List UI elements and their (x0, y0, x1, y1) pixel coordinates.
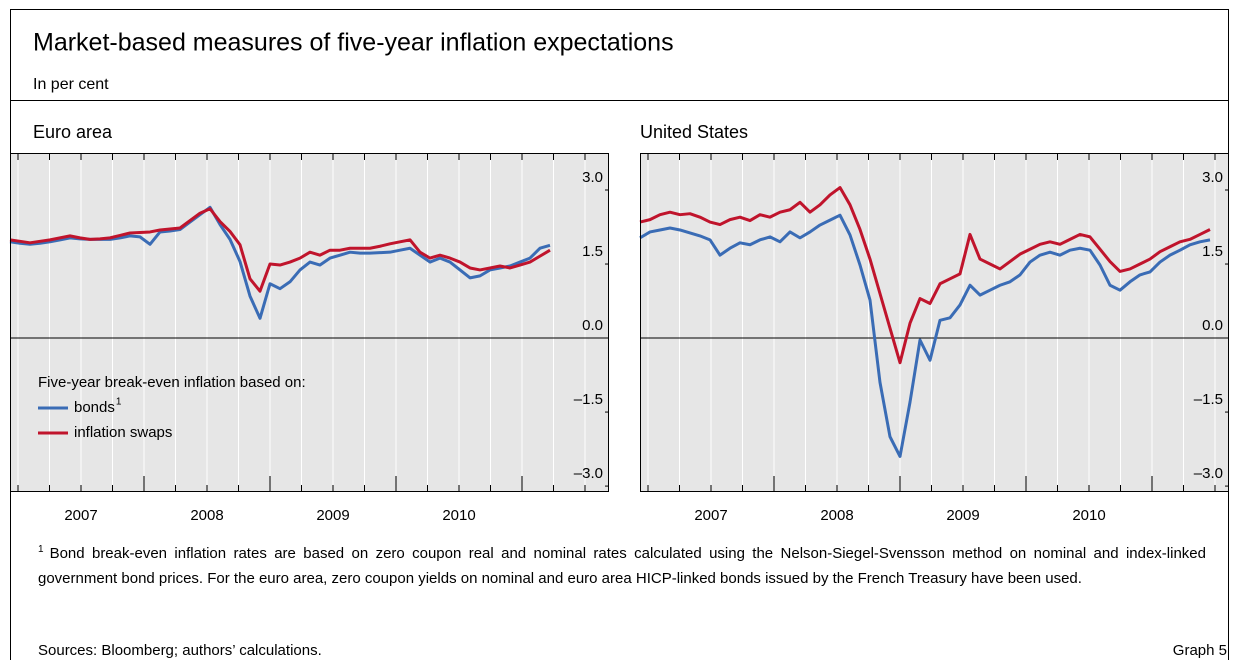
legend-label: inflation swaps (74, 424, 172, 441)
y-tick-label: –1.5 (1194, 391, 1223, 408)
plot-area (640, 153, 1229, 492)
x-tick-label: 2008 (190, 507, 223, 524)
panel-title: United States (640, 122, 748, 142)
title: Market-based measures of five-year infla… (33, 29, 674, 57)
x-tick-label: 2010 (442, 507, 475, 524)
x-tick-label: 2010 (1072, 507, 1105, 524)
y-tick-label: –3.0 (1194, 465, 1223, 482)
footnote: 1 Bond break-even inflation rates are bas… (38, 541, 1206, 591)
graph-label: Graph 5 (1172, 642, 1227, 659)
plot-border (640, 153, 1229, 492)
footnote-marker: 1 (38, 544, 44, 555)
y-tick-label: 0.0 (582, 317, 603, 334)
legend-label: bonds (74, 399, 115, 416)
legend-footnote-marker: 1 (116, 397, 122, 408)
x-tick-label: 2009 (946, 507, 979, 524)
y-tick-label: –3.0 (574, 465, 603, 482)
legend-title: Five-year break-even inflation based on: (38, 374, 306, 391)
y-tick-label: 3.0 (1202, 169, 1223, 186)
y-tick-label: 3.0 (582, 169, 603, 186)
y-tick-label: 1.5 (1202, 243, 1223, 260)
y-tick-label: 0.0 (1202, 317, 1223, 334)
plot-area (10, 153, 609, 492)
y-tick-label: –1.5 (574, 391, 603, 408)
plot-border (10, 153, 609, 492)
x-tick-label: 2008 (820, 507, 853, 524)
x-tick-label: 2007 (64, 507, 97, 524)
subtitle: In per cent (33, 76, 109, 93)
series-line (639, 213, 1211, 458)
x-tick-label: 2007 (694, 507, 727, 524)
y-tick-label: 1.5 (582, 243, 603, 260)
panel-title: Euro area (33, 122, 113, 142)
sources: Sources: Bloomberg; authors’ calculation… (38, 642, 322, 659)
footnote-text: Bond break-even inflation rates are base… (38, 545, 1206, 587)
series-line (639, 186, 1211, 365)
series-line (9, 207, 551, 293)
x-tick-label: 2009 (316, 507, 349, 524)
